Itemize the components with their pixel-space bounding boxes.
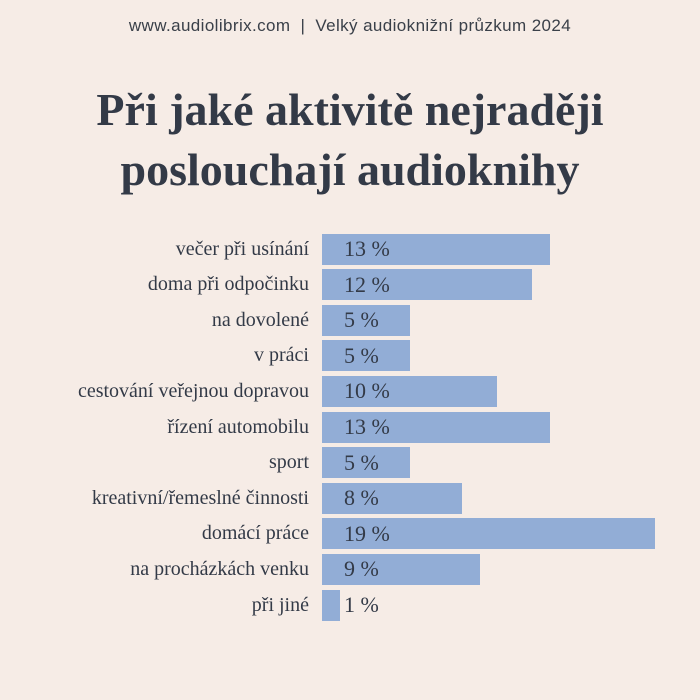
- value-label: 9 %: [344, 556, 379, 582]
- value-label: 8 %: [344, 485, 379, 511]
- bar-track: 19 %: [322, 518, 700, 550]
- bar-track: 12 %: [322, 269, 700, 301]
- category-label: doma při odpočinku: [147, 273, 309, 296]
- chart-row: sport 5 %: [0, 447, 700, 479]
- value-label: 12 %: [344, 271, 390, 297]
- category-label: sport: [269, 451, 309, 474]
- page-title: Při jaké aktivitě nejraději poslouchají …: [0, 80, 700, 200]
- bar: [322, 518, 655, 550]
- bar: [322, 375, 497, 407]
- value-label: 13 %: [344, 236, 390, 262]
- title-line-1: Při jaké aktivitě nejraději: [96, 84, 604, 135]
- value-label: 10 %: [344, 378, 390, 404]
- value-label: 19 %: [344, 520, 390, 546]
- value-label: 5 %: [344, 342, 379, 368]
- chart-row: domácí práce 19 %: [0, 518, 700, 550]
- bar: [322, 411, 550, 443]
- bar: [322, 447, 410, 479]
- category-label: na procházkách venku: [130, 557, 309, 580]
- bar: [322, 340, 410, 372]
- bar: [322, 553, 480, 585]
- bar-track: 1 %: [322, 589, 700, 621]
- bar-track: 5 %: [322, 340, 700, 372]
- bar-track: 8 %: [322, 482, 700, 514]
- survey-name: Velký audioknižní průzkum 2024: [315, 16, 572, 35]
- bar: [322, 304, 410, 336]
- bar: [322, 589, 340, 621]
- chart-row: večer při usínání 13 %: [0, 233, 700, 265]
- bar-track: 10 %: [322, 375, 700, 407]
- value-label: 13 %: [344, 414, 390, 440]
- value-label: 5 %: [344, 307, 379, 333]
- category-label: cestování veřejnou dopravou: [77, 379, 309, 402]
- chart-row: doma při odpočinku 12 %: [0, 269, 700, 301]
- bar: [322, 482, 462, 514]
- value-label: 1 %: [344, 592, 379, 618]
- bar: [322, 233, 550, 265]
- category-label: v práci: [254, 344, 309, 367]
- chart-row: kreativní/řemeslné činnosti 8 %: [0, 482, 700, 514]
- header-separator: |: [300, 16, 306, 35]
- category-label: kreativní/řemeslné činnosti: [91, 486, 309, 509]
- category-label: na dovolené: [211, 308, 309, 331]
- bar-track: 5 %: [322, 304, 700, 336]
- chart-row: v práci 5 %: [0, 340, 700, 372]
- chart-row: řízení automobilu 13 %: [0, 411, 700, 443]
- bar-track: 9 %: [322, 553, 700, 585]
- page-header: www.audiolibrix.com | Velký audioknižní …: [0, 0, 700, 36]
- title-line-2: poslouchají audioknihy: [120, 143, 580, 195]
- bar-chart: večer při usínání 13 % doma při odpočinku 1…: [0, 233, 700, 621]
- category-label: řízení automobilu: [167, 415, 309, 438]
- bar-track: 13 %: [322, 233, 700, 265]
- value-label: 5 %: [344, 449, 379, 475]
- bar: [322, 269, 532, 301]
- category-label: při jiné: [251, 593, 309, 616]
- chart-row: na procházkách venku 9 %: [0, 553, 700, 585]
- chart-row: cestování veřejnou dopravou 10 %: [0, 375, 700, 407]
- category-label: domácí práce: [201, 522, 309, 545]
- chart-row: na dovolené 5 %: [0, 304, 700, 336]
- chart-row: při jiné 1 %: [0, 589, 700, 621]
- chart-rows: večer při usínání 13 % doma při odpočinku 1…: [0, 233, 700, 621]
- bar-track: 13 %: [322, 411, 700, 443]
- category-label: večer při usínání: [175, 237, 309, 260]
- bar-track: 5 %: [322, 447, 700, 479]
- site-url: www.audiolibrix.com: [128, 16, 291, 35]
